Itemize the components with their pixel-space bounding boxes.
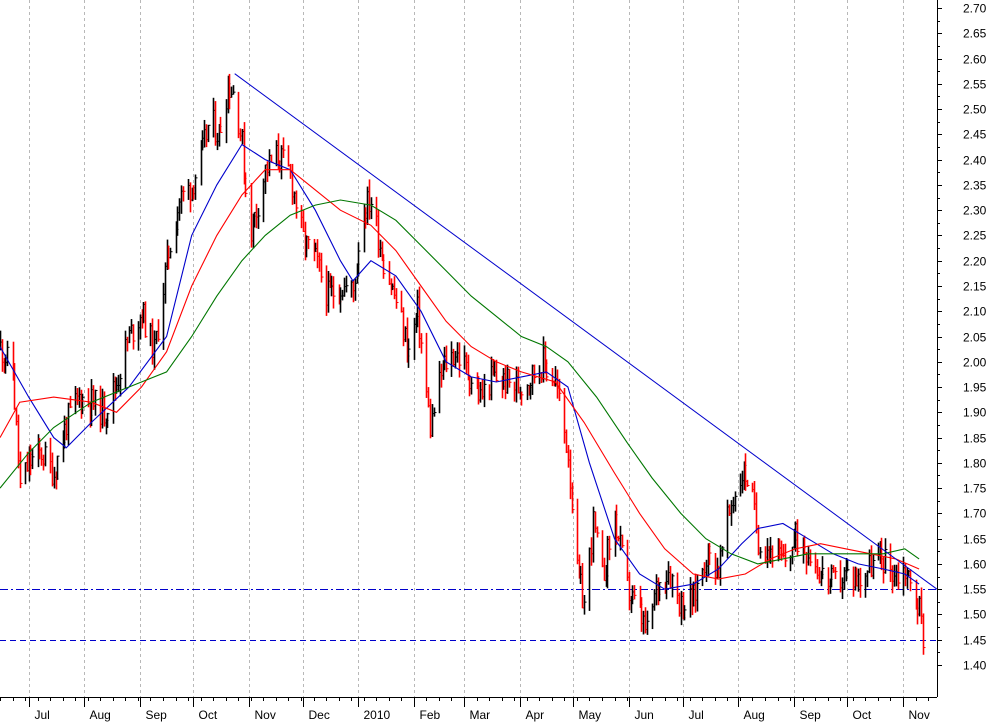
y-tick-label: 1.70 — [963, 507, 987, 521]
y-tick-label: 2.15 — [963, 280, 987, 294]
y-tick-label: 2.55 — [963, 78, 987, 92]
y-tick-label: 1.90 — [963, 406, 987, 420]
x-tick-label: Oct — [853, 708, 872, 722]
x-tick-label: Dec — [309, 708, 330, 722]
x-tick-label: Apr — [526, 708, 545, 722]
moving-average-line — [0, 169, 920, 580]
x-tick-label: 2010 — [364, 708, 391, 722]
x-tick-label: Nov — [909, 708, 930, 722]
x-tick-label: Feb — [420, 708, 441, 722]
resistance-trendline — [234, 73, 938, 590]
y-tick-label: 1.75 — [963, 482, 987, 496]
y-tick-label: 1.95 — [963, 381, 987, 395]
y-tick-label: 2.20 — [963, 255, 987, 269]
y-tick-label: 2.60 — [963, 53, 987, 67]
x-tick-label: Jul — [689, 708, 704, 722]
x-tick-label: Sep — [800, 708, 822, 722]
moving-averages — [0, 143, 920, 590]
y-tick-label: 2.00 — [963, 356, 987, 370]
x-axis: Jul Aug Sep Oct Nov Dec 2010 Feb Mar Apr May Jun Jul… — [0, 697, 937, 722]
y-tick-label: 2.50 — [963, 103, 987, 117]
vertical-gridlines — [29, 0, 904, 697]
x-tick-label: Jun — [635, 708, 654, 722]
y-tick-label: 1.85 — [963, 432, 987, 446]
y-tick-label: 2.05 — [963, 331, 987, 345]
moving-average-line — [0, 143, 920, 590]
y-tick-label: 2.10 — [963, 305, 987, 319]
price-bars — [0, 73, 926, 655]
x-tick-label: Aug — [90, 708, 111, 722]
y-tick-label: 2.65 — [963, 27, 987, 41]
y-tick-label: 1.65 — [963, 533, 987, 547]
y-tick-label: 1.40 — [963, 659, 987, 673]
x-tick-label: Oct — [199, 708, 218, 722]
y-tick-label: 1.50 — [963, 608, 987, 622]
y-tick-label: 2.30 — [963, 204, 987, 218]
x-tick-label: Jul — [35, 708, 50, 722]
x-tick-label: Mar — [470, 708, 491, 722]
y-tick-label: 2.70 — [963, 2, 987, 16]
trendline — [234, 73, 938, 590]
x-tick-label: May — [579, 708, 602, 722]
y-axis: 1.40 1.45 1.50 1.55 1.60 1.65 1.70 1.75 1.80 1.85… — [937, 0, 987, 697]
moving-average-line — [0, 199, 920, 565]
support-lines — [0, 589, 937, 641]
y-tick-label: 1.60 — [963, 558, 987, 572]
y-tick-label: 2.25 — [963, 229, 987, 243]
x-tick-label: Sep — [146, 708, 168, 722]
x-tick-label: Nov — [255, 708, 276, 722]
y-tick-label: 2.40 — [963, 154, 987, 168]
y-tick-label: 1.80 — [963, 457, 987, 471]
y-tick-label: 2.35 — [963, 179, 987, 193]
y-tick-label: 1.45 — [963, 634, 987, 648]
x-tick-label: Aug — [744, 708, 765, 722]
y-tick-label: 2.45 — [963, 128, 987, 142]
y-tick-label: 1.55 — [963, 583, 987, 597]
